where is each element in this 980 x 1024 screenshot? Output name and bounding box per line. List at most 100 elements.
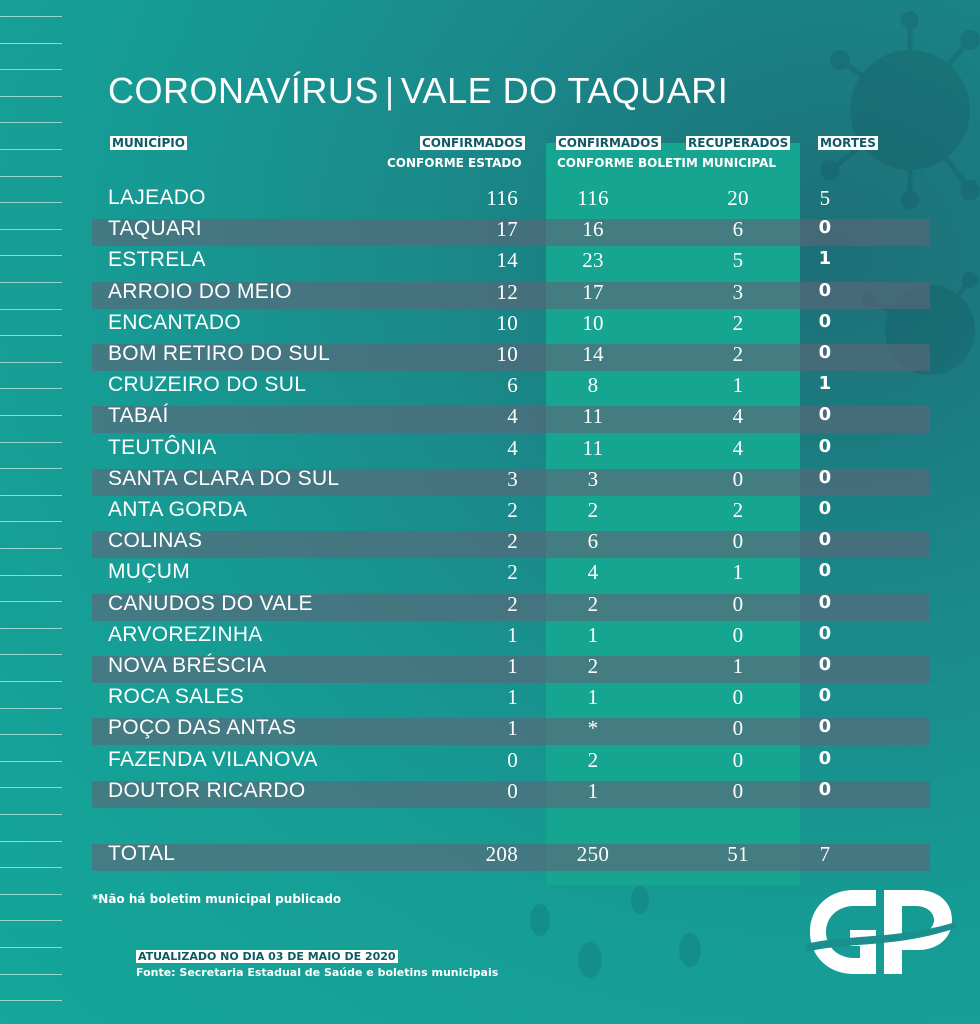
recovered-value: 20 <box>727 186 749 210</box>
confirmed-state-value: 116 <box>486 186 518 210</box>
recovered-value: 0 <box>732 748 744 772</box>
municipality-name: ARVOREZINHA <box>108 623 263 646</box>
confirmed-municipal-value: 2 <box>587 498 599 522</box>
recovered-value: 0 <box>732 716 744 740</box>
row-band <box>92 594 930 621</box>
row-band <box>92 718 930 745</box>
updated-date: ATUALIZADO NO DIA 03 DE MAIO DE 2020 <box>136 950 398 963</box>
header-confirmados-estado: CONFIRMADOS <box>420 136 525 150</box>
confirmed-state-value: 208 <box>485 842 518 866</box>
deaths-value: 0 <box>818 404 832 425</box>
confirmed-state-value: 10 <box>496 311 518 335</box>
confirmed-municipal-value: 116 <box>577 186 609 210</box>
recovered-value: 0 <box>732 529 744 553</box>
title-separator: | <box>384 70 395 111</box>
deaths-value: 5 <box>819 186 831 210</box>
municipality-name: TAQUARI <box>108 217 202 240</box>
recovered-value: 6 <box>732 217 744 241</box>
header-conforme-boletim: CONFORME BOLETIM MUNICIPAL <box>557 156 777 170</box>
recovered-value: 0 <box>732 592 744 616</box>
row-band <box>92 844 930 871</box>
confirmed-municipal-value: 6 <box>587 529 599 553</box>
header-municipio: MUNICÍPIO <box>110 136 187 150</box>
municipality-name: MUÇUM <box>108 560 190 583</box>
confirmed-municipal-value: 8 <box>587 373 599 397</box>
confirmed-municipal-value: 14 <box>582 342 604 366</box>
recovered-value: 51 <box>727 842 749 866</box>
deaths-value: 0 <box>818 685 832 706</box>
confirmed-state-value: 4 <box>507 436 518 460</box>
municipality-name: ANTA GORDA <box>108 498 248 521</box>
deaths-value: 0 <box>818 342 832 363</box>
confirmed-state-value: 10 <box>496 342 518 366</box>
deaths-value: 0 <box>818 280 832 301</box>
row-band <box>92 469 930 496</box>
municipality-name: POÇO DAS ANTAS <box>108 716 297 739</box>
confirmed-state-value: 2 <box>507 529 518 553</box>
page-title: CORONAVÍRUS | VALE DO TAQUARI <box>108 70 728 112</box>
municipality-name: ESTRELA <box>108 248 206 271</box>
deaths-value: 1 <box>818 373 832 394</box>
confirmed-municipal-value: 2 <box>587 748 599 772</box>
confirmed-state-value: 2 <box>507 498 518 522</box>
confirmed-municipal-value: 250 <box>576 842 610 866</box>
recovered-value: 2 <box>732 498 744 522</box>
municipality-name: TABAÍ <box>108 404 169 427</box>
municipality-name: COLINAS <box>108 529 203 552</box>
source-text: Fonte: Secretaria Estadual de Saúde e bo… <box>136 966 499 979</box>
confirmed-municipal-value: 4 <box>587 560 599 584</box>
deaths-value: 0 <box>818 623 832 644</box>
deaths-value: 0 <box>818 716 832 737</box>
deaths-value: 1 <box>818 248 832 269</box>
row-band <box>92 531 930 558</box>
deaths-value: 0 <box>818 779 832 800</box>
recovered-value: 0 <box>732 467 744 491</box>
deaths-value: 0 <box>818 467 832 488</box>
municipality-name: TEUTÔNIA <box>108 436 217 459</box>
confirmed-state-value: 2 <box>507 560 518 584</box>
title-coronavirus: CORONAVÍRUS <box>108 70 379 111</box>
confirmed-state-value: 12 <box>496 280 518 304</box>
droplets-illustration <box>530 886 701 978</box>
row-band <box>92 344 930 371</box>
confirmed-municipal-value: * <box>587 716 599 740</box>
deaths-value: 0 <box>818 560 832 581</box>
title-region: VALE DO TAQUARI <box>400 70 729 111</box>
recovered-value: 0 <box>732 779 744 803</box>
confirmed-state-value: 4 <box>507 404 518 428</box>
confirmed-state-value: 14 <box>496 248 518 272</box>
confirmed-municipal-value: 1 <box>587 685 599 709</box>
confirmed-municipal-value: 11 <box>582 404 604 428</box>
municipality-name: ARROIO DO MEIO <box>108 280 292 303</box>
header-conforme-estado: CONFORME ESTADO <box>387 156 522 170</box>
recovered-value: 0 <box>732 685 744 709</box>
confirmed-municipal-value: 1 <box>587 623 599 647</box>
confirmed-municipal-value: 3 <box>587 467 599 491</box>
gp-logo: GP <box>806 890 956 974</box>
municipality-name: FAZENDA VILANOVA <box>108 748 318 771</box>
row-band <box>92 219 930 246</box>
confirmed-municipal-value: 1 <box>587 779 599 803</box>
header-recuperados: RECUPERADOS <box>686 136 791 150</box>
deaths-value: 0 <box>818 748 832 769</box>
recovered-value: 4 <box>732 404 744 428</box>
municipality-name: TOTAL <box>108 842 176 865</box>
municipality-name: CRUZEIRO DO SUL <box>108 373 307 396</box>
confirmed-state-value: 1 <box>507 623 518 647</box>
municipality-name: ROCA SALES <box>108 685 245 708</box>
municipality-name: SANTA CLARA DO SUL <box>108 467 340 490</box>
confirmed-state-value: 1 <box>507 716 518 740</box>
confirmed-municipal-value: 23 <box>582 248 604 272</box>
deaths-value: 0 <box>818 592 832 613</box>
municipality-name: ENCANTADO <box>108 311 241 334</box>
confirmed-state-value: 6 <box>507 373 518 397</box>
confirmed-state-value: 17 <box>496 217 518 241</box>
deaths-value: 0 <box>818 529 832 550</box>
confirmed-state-value: 0 <box>507 748 518 772</box>
municipality-name: CANUDOS DO VALE <box>108 592 313 615</box>
recovered-value: 4 <box>732 436 744 460</box>
municipal-columns-highlight <box>546 143 800 885</box>
confirmed-municipal-value: 2 <box>587 654 599 678</box>
recovered-value: 3 <box>732 280 744 304</box>
recovered-value: 5 <box>732 248 744 272</box>
